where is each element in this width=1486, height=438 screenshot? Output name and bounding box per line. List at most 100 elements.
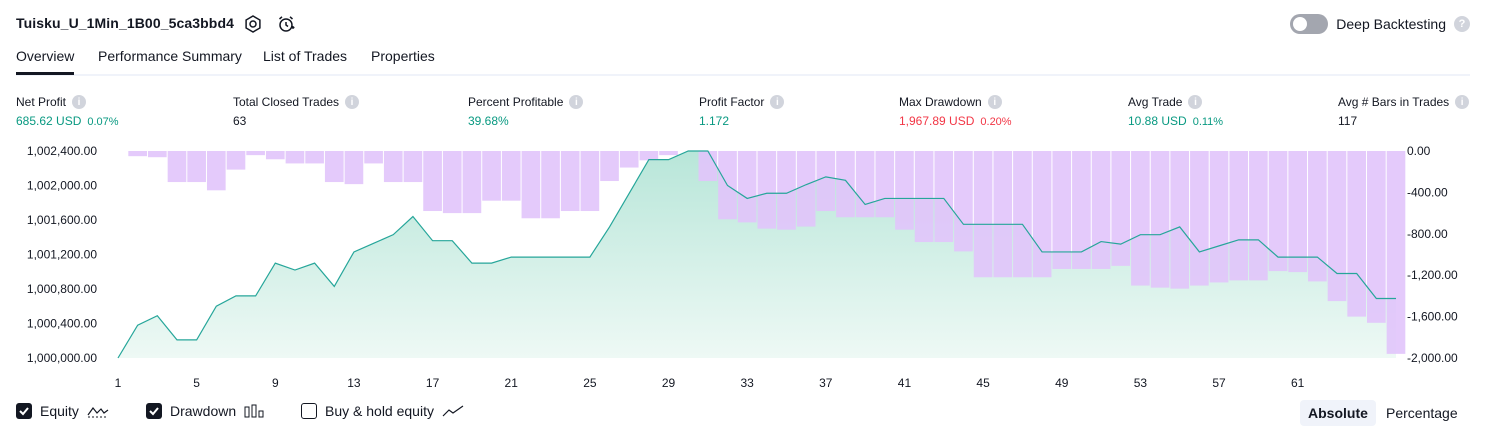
- tab-overview[interactable]: Overview: [16, 48, 75, 75]
- drawdown-bar: [560, 151, 580, 212]
- drawdown-bars-icon: [244, 404, 264, 418]
- buy-hold-legend-label: Buy & hold equity: [325, 403, 434, 419]
- info-icon[interactable]: i: [72, 95, 87, 109]
- drawdown-bar: [954, 151, 973, 252]
- metric-value-text: 1.172: [699, 114, 730, 128]
- x-axis-tick-label: 17: [426, 376, 440, 390]
- metric-4: Max Drawdown i 1,967.89 USD 0.20%: [899, 94, 1012, 128]
- deep-backtesting-toggle[interactable]: [1290, 14, 1329, 34]
- alert-clock-icon[interactable]: [276, 14, 296, 34]
- drawdown-bar: [324, 151, 344, 183]
- drawdown-bar: [1072, 151, 1091, 269]
- right-axis-tick-label: -1,200.00: [1407, 268, 1458, 282]
- x-axis-tick-label: 5: [193, 376, 200, 390]
- metric-label-text: Avg Trade: [1128, 95, 1183, 109]
- equity-checkbox[interactable]: [16, 403, 32, 419]
- metric-label: Avg Trade i: [1128, 94, 1223, 110]
- tab-properties[interactable]: Properties: [371, 48, 435, 64]
- drawdown-bar: [1229, 151, 1249, 281]
- drawdown-bar: [364, 151, 383, 164]
- drawdown-bar: [1386, 151, 1406, 354]
- buy-hold-checkbox[interactable]: [301, 403, 317, 419]
- deep-backtesting-label: Deep Backtesting: [1336, 16, 1446, 32]
- metric-percent: 0.11%: [1192, 116, 1224, 128]
- equity-line-icon: [87, 407, 109, 418]
- metric-label: Max Drawdown i: [899, 94, 1012, 110]
- legend-buy-hold[interactable]: Buy & hold equity: [301, 403, 464, 419]
- x-axis-tick-label: 33: [740, 376, 754, 390]
- drawdown-bar: [501, 151, 521, 201]
- x-axis-tick-label: 9: [272, 376, 279, 390]
- x-axis-tick-label: 41: [898, 376, 912, 390]
- info-icon[interactable]: i: [770, 95, 785, 109]
- drawdown-bar: [639, 151, 659, 161]
- drawdown-bar: [973, 151, 993, 278]
- drawdown-bar: [1268, 151, 1288, 272]
- drawdown-bar: [737, 151, 757, 223]
- x-axis-tick-label: 21: [505, 376, 519, 390]
- drawdown-bar: [1190, 151, 1209, 286]
- metric-6: Avg # Bars in Trades i 117: [1338, 94, 1470, 128]
- help-icon[interactable]: ?: [1454, 16, 1470, 32]
- drawdown-bar: [1091, 151, 1111, 269]
- drawdown-bar: [836, 151, 855, 218]
- drawdown-bar: [1170, 151, 1190, 289]
- tab-performance-summary[interactable]: Performance Summary: [98, 48, 242, 64]
- metric-label: Avg # Bars in Trades i: [1338, 94, 1470, 110]
- drawdown-bar: [816, 151, 836, 212]
- toggle-knob: [1293, 17, 1308, 31]
- deep-backtesting-control: Deep Backtesting ?: [1290, 14, 1470, 34]
- metric-2: Percent Profitable i 39.68%: [468, 94, 584, 128]
- metric-label-text: Max Drawdown: [899, 95, 982, 109]
- info-icon[interactable]: i: [987, 95, 1002, 109]
- right-axis-tick-label: 0.00: [1407, 144, 1431, 158]
- drawdown-bar: [442, 151, 462, 214]
- drawdown-bar: [875, 151, 895, 218]
- metric-value-text: 117: [1338, 114, 1358, 128]
- drawdown-bar: [796, 151, 816, 227]
- drawdown-bar: [659, 151, 678, 156]
- absolute-mode-button[interactable]: Absolute: [1300, 400, 1376, 426]
- info-icon[interactable]: i: [569, 95, 584, 109]
- legend-drawdown[interactable]: Drawdown: [146, 403, 264, 419]
- tab-list-of-trades[interactable]: List of Trades: [263, 48, 348, 64]
- drawdown-checkbox[interactable]: [146, 403, 162, 419]
- x-axis-tick-label: 53: [1134, 376, 1148, 390]
- metric-value: 10.88 USD 0.11%: [1128, 114, 1223, 128]
- metric-value: 117: [1338, 114, 1469, 128]
- equity-line: [117, 150, 1396, 359]
- left-axis-tick-label: 1,000,800.00: [27, 282, 97, 296]
- metric-label-text: Profit Factor: [699, 95, 765, 109]
- percentage-mode-button[interactable]: Percentage: [1386, 405, 1458, 421]
- left-axis-tick-label: 1,002,400.00: [27, 144, 97, 158]
- metric-value-text: 10.88 USD: [1128, 114, 1187, 128]
- equity-legend-label: Equity: [40, 403, 79, 419]
- settings-icon[interactable]: [243, 14, 263, 34]
- drawdown-bar: [423, 151, 442, 212]
- info-icon[interactable]: i: [1455, 95, 1470, 109]
- metric-value-text: 1,967.89 USD: [899, 114, 975, 128]
- metric-5: Avg Trade i 10.88 USD 0.11%: [1128, 94, 1223, 128]
- buy-hold-line-icon: [442, 405, 464, 417]
- info-icon[interactable]: i: [1188, 95, 1203, 109]
- x-axis-tick-label: 57: [1212, 376, 1226, 390]
- equity-drawdown-chart: 1,002,400.00 1,002,000.00 1,001,600.00 1,00…: [27, 144, 1458, 390]
- drawdown-bar: [482, 151, 501, 201]
- metric-label: Net Profit i: [16, 94, 119, 110]
- drawdown-legend-label: Drawdown: [170, 403, 237, 419]
- metric-percent: 0.07%: [87, 116, 119, 128]
- drawdown-bar: [1288, 151, 1308, 273]
- x-axis-tick-label: 29: [662, 376, 676, 390]
- right-axis-tick-label: -800.00: [1407, 227, 1448, 241]
- legend-equity[interactable]: Equity: [16, 403, 109, 419]
- info-icon[interactable]: i: [345, 95, 360, 109]
- drawdown-bar: [914, 151, 934, 243]
- left-axis-tick-label: 1,000,400.00: [27, 317, 97, 331]
- left-axis-tick-label: 1,001,200.00: [27, 248, 97, 262]
- drawdown-bar: [600, 151, 619, 182]
- right-axis-tick-label: -2,000.00: [1407, 351, 1458, 365]
- metric-1: Total Closed Trades i 63: [233, 94, 360, 128]
- drawdown-bar: [305, 151, 324, 164]
- metric-label: Profit Factor i: [699, 94, 785, 110]
- drawdown-bar: [521, 151, 541, 219]
